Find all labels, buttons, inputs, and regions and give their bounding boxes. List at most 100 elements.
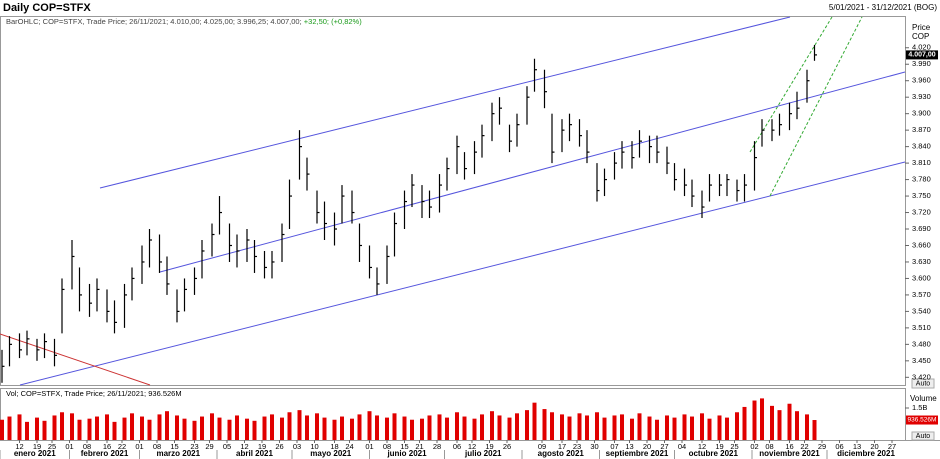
auto-button[interactable] (911, 431, 935, 441)
volume-bar (315, 413, 319, 440)
volume-bar (367, 411, 372, 440)
volume-bar (665, 415, 669, 440)
volume-bar (550, 412, 554, 440)
volume-bar (445, 417, 449, 440)
volume-bar (112, 421, 117, 440)
x-tick-label: 01 (65, 442, 73, 451)
y-tick-label: 3.720 (912, 208, 931, 217)
last-volume-badge (906, 415, 938, 425)
y-tick-label: 1.5B (912, 403, 927, 412)
y-axis-label: COP (912, 32, 929, 41)
y-tick-label: 3.450 (912, 356, 931, 365)
x-tick-label: 08 (153, 442, 161, 451)
x-tick-label: 26 (275, 442, 283, 451)
volume-bar (612, 415, 617, 440)
month-label: marzo 2021 (156, 449, 200, 458)
x-tick-label: 25 (730, 442, 738, 451)
volume-subtitle: Vol; COP=STFX, Trade Price; 26/11/2021; … (6, 389, 182, 398)
volume-bar (472, 418, 477, 440)
volume-bar (655, 419, 659, 440)
month-label: octubre 2021 (689, 449, 739, 458)
volume-bar (77, 419, 82, 440)
month-label: agosto 2021 (538, 449, 585, 458)
y-tick-label: 3.810 (912, 158, 931, 167)
month-label: febrero 2021 (81, 449, 129, 458)
volume-bar (7, 416, 12, 440)
x-tick-label: 26 (503, 442, 511, 451)
x-tick-label: 15 (170, 442, 178, 451)
x-tick-label: 12 (15, 442, 23, 451)
y-tick-label: 3.900 (912, 109, 931, 118)
volume-bar (305, 415, 309, 440)
y-tick-label: 3.690 (912, 224, 931, 233)
volume-bar (507, 417, 512, 440)
x-tick-label: 12 (468, 442, 476, 451)
month-label: abril 2021 (236, 449, 273, 458)
volume-bar (752, 400, 757, 440)
volume-bar (60, 412, 64, 440)
volume-bar (777, 410, 782, 440)
x-tick-label: 07 (610, 442, 618, 451)
volume-bar (795, 411, 799, 440)
volume-bar (165, 411, 169, 440)
subtitle-text: BarOHLC; COP=STFX, Trade Price; 26/11/20… (6, 17, 302, 26)
x-tick-label: 24 (345, 442, 353, 451)
price-panel (0, 16, 906, 386)
y-tick-label: 3.630 (912, 257, 931, 266)
x-tick-label: 12 (698, 442, 706, 451)
volume-bar (542, 409, 547, 440)
volume-bar (332, 419, 337, 440)
volume-bar (287, 412, 292, 440)
volume-bar (375, 415, 379, 440)
x-tick-label: 17 (558, 442, 566, 451)
x-tick-label: 19 (33, 442, 41, 451)
volume-bar (340, 416, 344, 440)
y-tick-label: 3.600 (912, 273, 931, 282)
volume-bar (717, 415, 722, 440)
month-label: noviembre 2021 (759, 449, 820, 458)
channel-line (19, 161, 906, 386)
month-label: enero 2021 (14, 449, 56, 458)
volume-bar (427, 415, 432, 440)
volume-bar (392, 413, 397, 440)
volume-bar (357, 414, 362, 440)
y-tick-label: 3.510 (912, 323, 931, 332)
y-tick-label: 3.990 (912, 59, 931, 68)
auto-label[interactable]: Auto (916, 433, 931, 440)
y-tick-label: 3.780 (912, 175, 931, 184)
volume-bar (182, 418, 187, 440)
volume-bar (637, 413, 642, 440)
x-tick-label: 04 (678, 442, 686, 451)
volume-bar (437, 414, 442, 440)
x-tick-label: 05 (223, 442, 231, 451)
x-tick-label: 22 (118, 442, 126, 451)
x-tick-label: 10 (310, 442, 318, 451)
x-tick-label: 20 (870, 442, 878, 451)
volume-bar (725, 417, 729, 440)
x-tick-label: 21 (415, 442, 423, 451)
x-tick-label: 01 (135, 442, 143, 451)
volume-bar (52, 415, 57, 440)
volume-bar (420, 418, 424, 440)
x-tick-label: 08 (383, 442, 391, 451)
volume-bar (525, 410, 529, 440)
y-tick-label: 3.540 (912, 306, 931, 315)
auto-label[interactable]: Auto (916, 380, 931, 387)
x-tick-label: 28 (433, 442, 441, 451)
trend-line (749, 16, 833, 153)
volume-bar (515, 413, 519, 440)
volume-bar (560, 414, 564, 440)
x-tick-label: 29 (818, 442, 826, 451)
y-tick-label: 3.930 (912, 92, 931, 101)
volume-bar (497, 415, 502, 440)
x-tick-label: 27 (888, 442, 896, 451)
volume-bar (490, 411, 494, 440)
y-tick-label: 3.840 (912, 142, 931, 151)
volume-bar (385, 417, 389, 440)
x-tick-label: 30 (590, 442, 598, 451)
x-tick-label: 16 (785, 442, 793, 451)
volume-bar (270, 414, 274, 440)
volume-bar (217, 417, 222, 440)
y-tick-label: 3.570 (912, 290, 931, 299)
auto-button[interactable] (911, 378, 935, 389)
